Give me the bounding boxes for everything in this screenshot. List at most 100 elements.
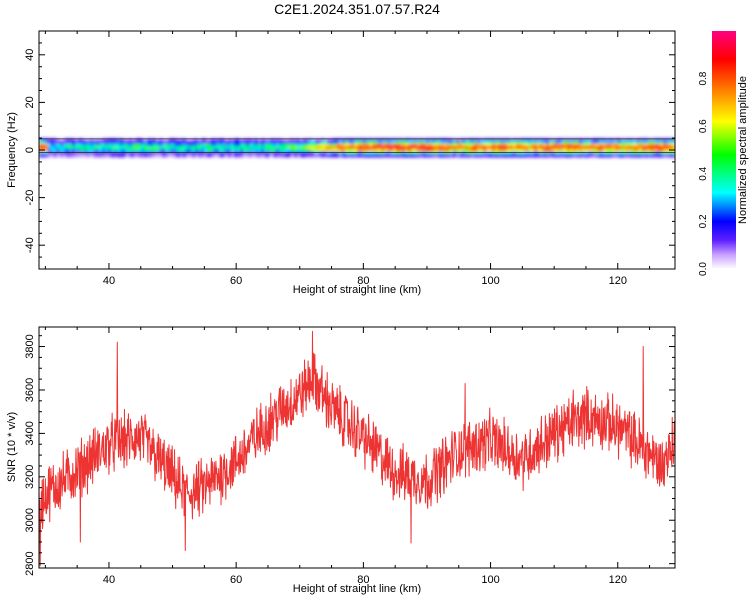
heat-cell [228, 143, 232, 148]
heat-cell [510, 154, 514, 158]
heat-cell [354, 154, 358, 158]
heat-cell [276, 140, 280, 145]
snr-frame [38, 326, 676, 569]
heat-cell [411, 140, 415, 145]
heat-cell [333, 140, 337, 145]
heat-cell [387, 151, 391, 155]
heat-cell [57, 138, 61, 142]
heat-cell [288, 143, 292, 148]
heat-cell [480, 154, 484, 158]
heat-cell [72, 143, 76, 148]
heat-cell [288, 151, 292, 155]
heat-cell [549, 151, 553, 155]
heat-cell [273, 143, 277, 148]
heat-cell [498, 154, 502, 158]
heat-cell [672, 146, 675, 150]
snr-ylabel: SNR (10 * v/v) [6, 412, 18, 482]
heat-cell [192, 148, 196, 153]
heat-cell [543, 140, 547, 145]
heat-cell [333, 143, 337, 148]
heat-cell [282, 143, 286, 148]
heat-cell [264, 146, 268, 150]
spectrogram-frame [38, 30, 676, 270]
heat-cell [75, 154, 79, 158]
heat-cell [306, 138, 310, 142]
heat-cell [414, 143, 418, 148]
heat-cell [372, 138, 376, 142]
heat-cell [510, 148, 514, 153]
heat-cell [123, 151, 127, 155]
heat-cell [453, 138, 457, 142]
heat-cell [450, 146, 454, 150]
spectrogram-xtick-label: 40 [103, 275, 115, 287]
heat-cell [567, 148, 571, 153]
heat-cell [312, 148, 316, 153]
heat-cell [321, 143, 325, 148]
heat-cell [126, 154, 130, 158]
heat-cell [234, 140, 238, 145]
heat-cell [210, 151, 214, 155]
heat-cell [492, 148, 496, 153]
heat-cell [126, 151, 130, 155]
heat-cell [672, 143, 675, 148]
heat-cell [627, 146, 631, 150]
heat-cell [390, 146, 394, 150]
heat-cell [318, 138, 322, 142]
heat-cell [276, 154, 280, 158]
spectrogram-ytick-label: -40 [24, 237, 36, 253]
heat-cell [99, 154, 103, 158]
heat-cell [396, 154, 400, 158]
heat-cell [525, 146, 529, 150]
heat-cell [261, 154, 265, 158]
heat-cell [375, 154, 379, 158]
heat-cell [276, 146, 280, 150]
heat-cell [582, 154, 586, 158]
heat-cell [477, 140, 481, 145]
heat-cell [348, 148, 352, 153]
heat-cell [552, 138, 556, 142]
heat-cell [225, 140, 229, 145]
heat-cell [396, 148, 400, 153]
heat-cell [435, 154, 439, 158]
colorbar-label: Normalized spectral amplitude [737, 76, 749, 224]
colorbar-tick-label: 0.4 [698, 166, 709, 180]
heat-cell [540, 148, 544, 153]
heat-cell [138, 154, 142, 158]
heat-cell [534, 148, 538, 153]
heat-cell [243, 143, 247, 148]
heat-cell [333, 138, 337, 142]
heat-cell [642, 151, 646, 155]
heat-cell [153, 138, 157, 142]
heat-cell [600, 146, 604, 150]
heat-cell [318, 151, 322, 155]
heat-cell [249, 146, 253, 150]
heat-cell [336, 138, 340, 142]
heat-cell [51, 146, 55, 150]
heat-cell [642, 138, 646, 142]
heat-cell [312, 143, 316, 148]
heat-cell [282, 151, 286, 155]
heat-cell [258, 140, 262, 145]
heat-cell [102, 154, 106, 158]
heat-cell [495, 140, 499, 145]
heat-cell [465, 154, 469, 158]
heat-cell [624, 138, 628, 142]
heat-cell [615, 148, 619, 153]
heat-cell [120, 151, 124, 155]
heat-cell [360, 146, 364, 150]
heat-cell [393, 140, 397, 145]
heat-cell [153, 148, 157, 153]
heat-cell [591, 140, 595, 145]
heat-cell [591, 143, 595, 148]
heat-cell [642, 143, 646, 148]
heat-cell [576, 151, 580, 155]
heat-cell [591, 154, 595, 158]
heat-cell [477, 148, 481, 153]
heat-cell [513, 154, 517, 158]
heat-cell [402, 148, 406, 153]
heat-cell [72, 151, 76, 155]
heat-cell [432, 148, 436, 153]
heat-cell [408, 140, 412, 145]
heat-cell [306, 154, 310, 158]
heat-cell [537, 146, 541, 150]
